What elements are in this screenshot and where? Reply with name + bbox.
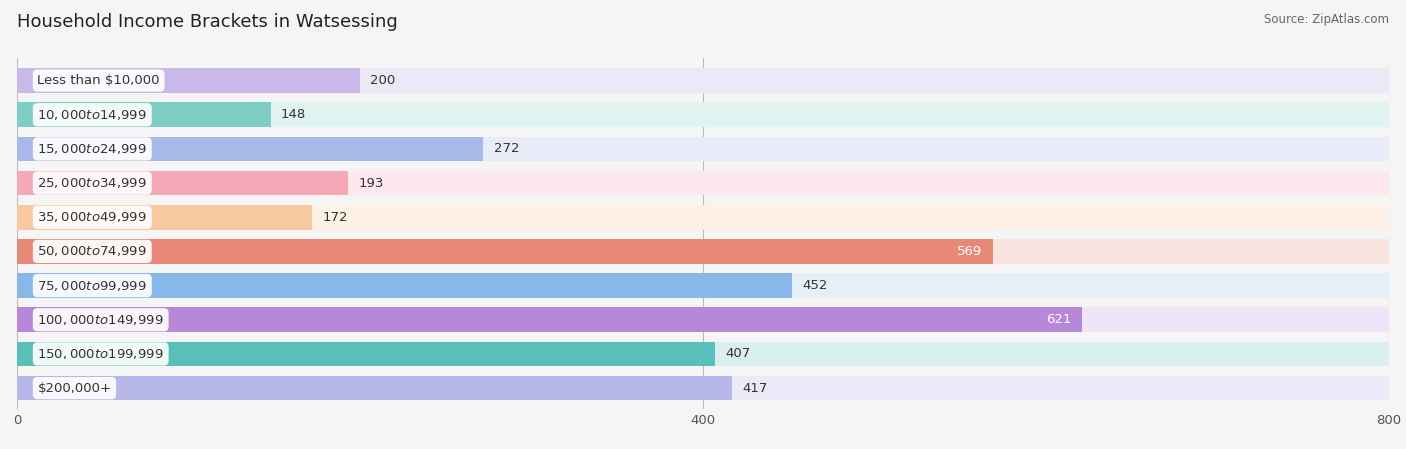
Bar bbox=[17, 376, 733, 401]
Text: Source: ZipAtlas.com: Source: ZipAtlas.com bbox=[1264, 13, 1389, 26]
Bar bbox=[17, 136, 484, 161]
Bar bbox=[17, 376, 1389, 401]
Text: 407: 407 bbox=[725, 348, 751, 361]
Bar bbox=[17, 68, 360, 93]
Bar bbox=[17, 239, 993, 264]
Text: $35,000 to $49,999: $35,000 to $49,999 bbox=[38, 210, 148, 224]
Text: 272: 272 bbox=[494, 142, 519, 155]
Bar bbox=[17, 68, 1389, 93]
Text: $200,000+: $200,000+ bbox=[38, 382, 111, 395]
Bar bbox=[17, 102, 271, 127]
Bar bbox=[17, 342, 1389, 366]
Text: $50,000 to $74,999: $50,000 to $74,999 bbox=[38, 244, 148, 259]
Text: 452: 452 bbox=[803, 279, 828, 292]
Bar bbox=[17, 273, 792, 298]
Text: 148: 148 bbox=[281, 108, 307, 121]
Text: $10,000 to $14,999: $10,000 to $14,999 bbox=[38, 108, 148, 122]
Bar bbox=[17, 102, 1389, 127]
Text: 193: 193 bbox=[359, 176, 384, 189]
Text: $15,000 to $24,999: $15,000 to $24,999 bbox=[38, 142, 148, 156]
Text: 200: 200 bbox=[370, 74, 395, 87]
Text: $150,000 to $199,999: $150,000 to $199,999 bbox=[38, 347, 165, 361]
Bar bbox=[17, 205, 1389, 229]
Text: $100,000 to $149,999: $100,000 to $149,999 bbox=[38, 313, 165, 327]
Bar bbox=[17, 171, 1389, 195]
Text: $25,000 to $34,999: $25,000 to $34,999 bbox=[38, 176, 148, 190]
Text: Less than $10,000: Less than $10,000 bbox=[38, 74, 160, 87]
Bar bbox=[17, 308, 1389, 332]
Bar bbox=[17, 308, 1083, 332]
Text: 417: 417 bbox=[742, 382, 768, 395]
Bar bbox=[17, 273, 1389, 298]
Text: 172: 172 bbox=[322, 211, 347, 224]
Text: Household Income Brackets in Watsessing: Household Income Brackets in Watsessing bbox=[17, 13, 398, 31]
Bar bbox=[17, 205, 312, 229]
Text: 569: 569 bbox=[957, 245, 983, 258]
Text: $75,000 to $99,999: $75,000 to $99,999 bbox=[38, 278, 148, 293]
Bar bbox=[17, 136, 1389, 161]
Bar bbox=[17, 239, 1389, 264]
Bar bbox=[17, 171, 347, 195]
Bar bbox=[17, 342, 716, 366]
Text: 621: 621 bbox=[1046, 313, 1071, 326]
